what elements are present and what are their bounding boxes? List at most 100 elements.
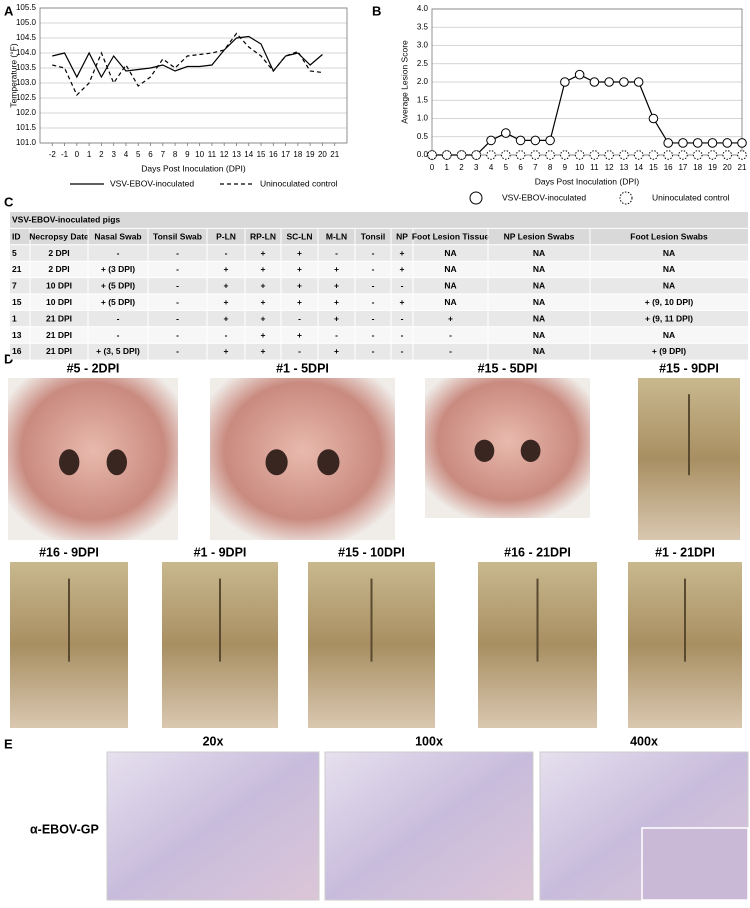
x-tick-label: 3 [474, 163, 479, 172]
x-axis-label: Days Post Inoculation (DPI) [141, 163, 246, 173]
table-cell: - [117, 330, 120, 340]
micrograph [106, 751, 320, 901]
plot-frame [431, 8, 743, 156]
table-header-cell: Foot Lesion Swabs [630, 231, 708, 241]
data-point [604, 77, 614, 87]
x-tick-label: 11 [590, 163, 599, 172]
table-cell: + [297, 297, 302, 307]
data-point [648, 150, 659, 160]
series-line [432, 74, 742, 156]
table-cell: NA [444, 264, 456, 274]
x-tick-label: 8 [173, 150, 178, 159]
x-axis-label: Days Post Inoculation (DPI) [535, 176, 640, 186]
x-tick-label: 9 [185, 150, 190, 159]
table-cell: - [372, 330, 375, 340]
table-cell: - [401, 346, 404, 356]
legend-label: Uninoculated control [652, 192, 730, 202]
table-cell: 5 [12, 248, 17, 258]
nostril [317, 449, 340, 476]
stain-label: α-EBOV-GP [30, 822, 99, 836]
table-cell: + [297, 330, 302, 340]
table-cell: - [176, 330, 179, 340]
x-tick-label: 11 [208, 150, 217, 159]
photo [425, 378, 590, 518]
panel-letter: C [4, 194, 14, 209]
x-tick-label: 2 [99, 150, 104, 159]
table-cell: 15 [12, 297, 22, 307]
x-tick-label: 4 [124, 150, 129, 159]
series-line [52, 32, 323, 97]
y-tick-label: 0.0 [417, 150, 429, 159]
x-tick-label: 9 [563, 163, 568, 172]
table-cell: + (9, 11 DPI) [645, 313, 693, 323]
table-cell: + [400, 248, 405, 258]
table-header-cell: NP [396, 231, 408, 241]
x-tick-label: 6 [148, 150, 153, 159]
table-cell: 7 [12, 281, 17, 291]
data-point [604, 150, 614, 160]
table-cell: - [372, 248, 375, 258]
table-header-cell: M-LN [326, 231, 347, 241]
magnification-label: 20x [203, 734, 224, 748]
table-cell: NA [533, 248, 545, 258]
magnification-label: 100x [415, 734, 443, 748]
nostril [265, 449, 288, 476]
nostril [474, 439, 495, 462]
nostril [520, 439, 541, 462]
table-cell: + (5 DPI) [101, 281, 135, 291]
legend-swatch [469, 191, 483, 205]
data-point [456, 150, 467, 160]
panel-letter: E [4, 736, 13, 751]
x-tick-label: 5 [136, 150, 141, 159]
data-point [589, 150, 600, 160]
table-header-cell: Nasal Swab [94, 231, 141, 241]
table-row-bg [10, 228, 748, 245]
photo [8, 378, 178, 540]
data-point [545, 135, 555, 146]
photo-label: #1 - 5DPI [276, 361, 329, 375]
table-header-cell: NP Lesion Swabs [504, 231, 575, 241]
table-cell: NA [663, 264, 675, 274]
table-cell: - [335, 248, 338, 258]
table-cell: - [372, 264, 375, 274]
table-row-bg [10, 277, 748, 294]
table-title: VSV-EBOV-inoculated pigs [12, 214, 120, 224]
table-cell: NA [444, 248, 456, 258]
y-tick-label: 101.0 [16, 138, 37, 147]
data-point [737, 138, 747, 148]
x-tick-label: 10 [195, 150, 204, 159]
data-point [486, 135, 496, 146]
data-point [515, 135, 526, 146]
table-cell: 21 DPI [46, 330, 72, 340]
data-point [722, 138, 733, 148]
panel-letter: B [372, 3, 381, 18]
table-cell: + [261, 330, 266, 340]
table-cell: - [176, 346, 179, 356]
x-tick-label: 13 [619, 163, 628, 172]
table-cell: - [372, 313, 375, 323]
table-cell: - [372, 297, 375, 307]
data-point [574, 69, 585, 80]
data-point [633, 77, 644, 87]
x-tick-label: 20 [318, 150, 327, 159]
table-cell: + [261, 346, 266, 356]
table-cell: 21 DPI [46, 313, 72, 323]
table-cell: - [176, 313, 179, 323]
table-title-bg [10, 212, 748, 229]
table-header-cell: ID [12, 231, 21, 241]
table-cell: + [261, 281, 266, 291]
table-cell: - [176, 248, 179, 258]
table-row-bg [10, 310, 748, 327]
x-tick-label: 14 [244, 150, 253, 159]
data-point [692, 150, 703, 160]
y-tick-label: 2.0 [417, 77, 429, 86]
table-cell: NA [663, 281, 675, 291]
x-tick-label: -1 [61, 150, 69, 159]
y-tick-label: 102.5 [16, 93, 37, 102]
table-cell: NA [533, 297, 545, 307]
table-cell: 1 [12, 313, 17, 323]
table-cell: + [334, 297, 339, 307]
table-row-bg [10, 326, 748, 344]
photo-label: #15 - 5DPI [478, 361, 538, 375]
x-tick-label: 5 [504, 163, 509, 172]
